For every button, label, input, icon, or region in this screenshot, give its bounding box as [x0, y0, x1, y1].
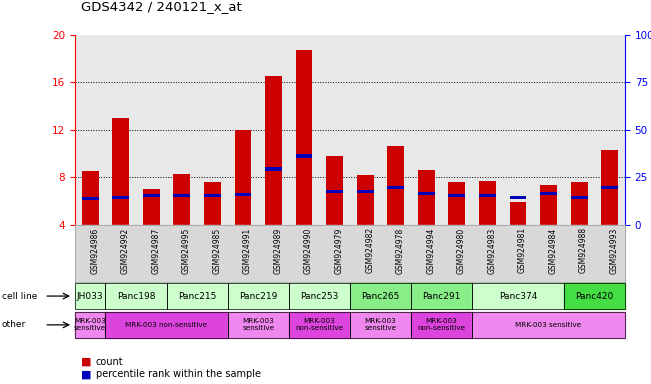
Bar — [296, 154, 312, 157]
Text: GSM924987: GSM924987 — [151, 227, 160, 273]
Text: Panc215: Panc215 — [178, 291, 216, 301]
Text: MRK-003
sensitive: MRK-003 sensitive — [242, 318, 274, 331]
Bar — [113, 195, 129, 199]
Text: other: other — [2, 320, 26, 329]
Bar — [234, 130, 251, 225]
Text: GSM924980: GSM924980 — [457, 227, 466, 273]
Text: MRK-003 sensitive: MRK-003 sensitive — [516, 322, 581, 328]
Text: GSM924985: GSM924985 — [212, 227, 221, 273]
Text: Panc420: Panc420 — [575, 291, 613, 301]
Text: GSM924995: GSM924995 — [182, 227, 191, 274]
Text: GSM924984: GSM924984 — [549, 227, 557, 273]
Text: Panc265: Panc265 — [361, 291, 400, 301]
Bar — [265, 167, 282, 170]
Bar — [540, 192, 557, 195]
Text: JH033: JH033 — [77, 291, 104, 301]
Bar — [296, 50, 312, 225]
Bar — [204, 194, 221, 197]
Bar — [571, 195, 587, 199]
Text: GSM924992: GSM924992 — [120, 227, 130, 273]
Text: GSM924991: GSM924991 — [243, 227, 252, 273]
Bar — [143, 194, 159, 197]
Bar — [510, 195, 527, 199]
Text: Panc219: Panc219 — [239, 291, 277, 301]
Bar — [204, 182, 221, 225]
Text: MRK-003
sensitive: MRK-003 sensitive — [365, 318, 396, 331]
Bar — [143, 189, 159, 225]
Text: GSM924978: GSM924978 — [396, 227, 405, 273]
Bar — [173, 194, 190, 197]
Bar — [357, 175, 374, 225]
Text: percentile rank within the sample: percentile rank within the sample — [96, 369, 260, 379]
Text: Panc198: Panc198 — [117, 291, 155, 301]
Text: ■: ■ — [81, 357, 92, 367]
Text: Panc374: Panc374 — [499, 291, 537, 301]
Bar — [540, 185, 557, 225]
Text: MRK-003
non-sensitive: MRK-003 non-sensitive — [296, 318, 344, 331]
Bar — [418, 192, 435, 195]
Text: MRK-003 non-sensitive: MRK-003 non-sensitive — [126, 322, 208, 328]
Text: ■: ■ — [81, 369, 92, 379]
Bar — [602, 186, 618, 189]
Bar — [326, 190, 343, 193]
Bar — [571, 182, 587, 225]
Text: GSM924988: GSM924988 — [579, 227, 588, 273]
Bar — [357, 190, 374, 193]
Bar — [82, 171, 98, 225]
Bar — [479, 194, 496, 197]
Bar — [113, 118, 129, 225]
Bar — [510, 202, 527, 225]
Text: cell line: cell line — [2, 291, 37, 301]
Bar — [449, 194, 465, 197]
Text: GSM924993: GSM924993 — [610, 227, 618, 274]
Text: GSM924986: GSM924986 — [90, 227, 99, 273]
Bar — [387, 186, 404, 189]
Text: Panc253: Panc253 — [300, 291, 339, 301]
Text: GSM924982: GSM924982 — [365, 227, 374, 273]
Text: GSM924979: GSM924979 — [335, 227, 344, 274]
Bar — [387, 146, 404, 225]
Text: GSM924994: GSM924994 — [426, 227, 436, 274]
Bar — [265, 76, 282, 225]
Text: GSM924983: GSM924983 — [488, 227, 497, 273]
Bar — [449, 182, 465, 225]
Text: GDS4342 / 240121_x_at: GDS4342 / 240121_x_at — [81, 0, 242, 13]
Text: GSM924981: GSM924981 — [518, 227, 527, 273]
Text: GSM924990: GSM924990 — [304, 227, 313, 274]
Bar — [234, 193, 251, 196]
Bar — [173, 174, 190, 225]
Text: count: count — [96, 357, 123, 367]
Text: MRK-003
non-sensitive: MRK-003 non-sensitive — [417, 318, 465, 331]
Bar — [479, 181, 496, 225]
Text: MRK-003
sensitive: MRK-003 sensitive — [74, 318, 106, 331]
Text: Panc291: Panc291 — [422, 291, 461, 301]
Bar — [326, 156, 343, 225]
Bar — [82, 197, 98, 200]
Text: GSM924989: GSM924989 — [273, 227, 283, 273]
Bar — [602, 150, 618, 225]
Bar — [418, 170, 435, 225]
